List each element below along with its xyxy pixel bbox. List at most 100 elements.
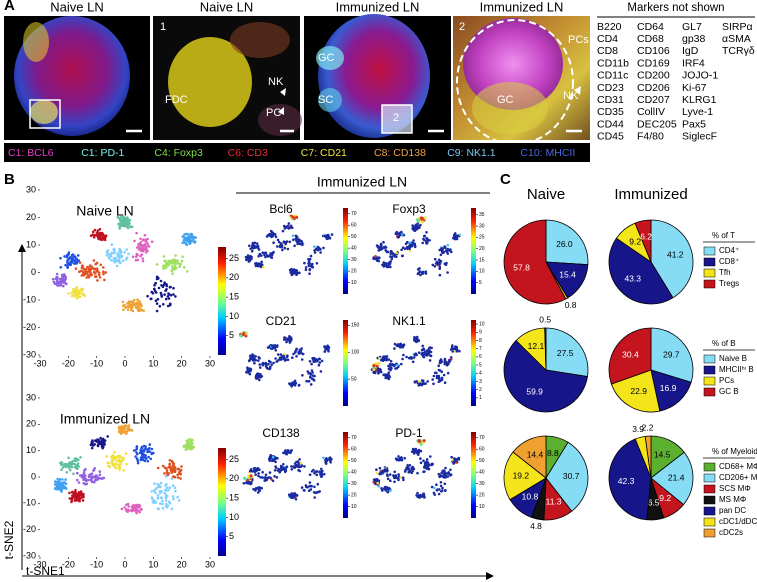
cell-point bbox=[283, 352, 286, 356]
cell-point bbox=[59, 256, 62, 260]
cell-point bbox=[416, 272, 420, 276]
germinal-center bbox=[316, 46, 344, 70]
cell-point bbox=[311, 265, 314, 269]
slice-label: 11.3 bbox=[546, 496, 562, 506]
cell-point bbox=[120, 215, 123, 219]
cell-point bbox=[115, 264, 119, 268]
hot-point bbox=[295, 215, 299, 219]
cell-point bbox=[453, 232, 457, 235]
cell-point bbox=[422, 237, 425, 241]
x-tick-label: -20 bbox=[62, 559, 75, 569]
cell-point bbox=[384, 375, 388, 378]
cell-point bbox=[415, 335, 419, 339]
cell-point bbox=[389, 260, 393, 263]
cell-point bbox=[93, 443, 96, 446]
cell-point bbox=[285, 337, 289, 341]
cell-point bbox=[140, 453, 144, 456]
cell-point bbox=[313, 251, 317, 254]
cell-point bbox=[246, 481, 250, 485]
colorbar-tick-label: 6 bbox=[479, 354, 482, 360]
cell-point bbox=[122, 469, 125, 472]
cell-point bbox=[291, 234, 295, 237]
cell-point bbox=[316, 248, 320, 252]
colorbar-tick-label: 25 bbox=[479, 235, 485, 241]
cell-point bbox=[309, 254, 313, 258]
cell-point bbox=[80, 475, 84, 479]
cell-point bbox=[94, 267, 98, 271]
cell-point bbox=[292, 382, 296, 386]
marker-title: Foxp3 bbox=[392, 202, 426, 216]
cell-point bbox=[400, 230, 403, 234]
colorbar-tick-label: 40 bbox=[351, 469, 357, 475]
cell-point bbox=[286, 354, 289, 358]
legend-title: % of B bbox=[712, 339, 736, 348]
cell-point bbox=[294, 234, 298, 238]
cell-point bbox=[400, 233, 404, 236]
cell-point bbox=[158, 502, 162, 505]
cell-point bbox=[287, 338, 291, 342]
cell-point bbox=[107, 252, 111, 256]
cell-point bbox=[382, 373, 386, 377]
cell-point bbox=[406, 464, 410, 467]
cell-point bbox=[394, 476, 398, 480]
cell-point bbox=[135, 446, 139, 449]
cell-point bbox=[56, 477, 59, 481]
marker-name: TCRγδ bbox=[722, 45, 755, 57]
cell-point bbox=[82, 274, 86, 277]
cell-point bbox=[150, 490, 153, 493]
cell-point bbox=[153, 284, 156, 287]
cell-point bbox=[174, 489, 177, 493]
cell-point bbox=[303, 465, 306, 468]
cell-point bbox=[92, 480, 96, 484]
cell-point bbox=[121, 217, 125, 221]
cell-point bbox=[140, 446, 144, 449]
cell-point bbox=[109, 259, 113, 262]
cell-point bbox=[406, 240, 409, 244]
cell-point bbox=[313, 374, 316, 378]
cell-point bbox=[144, 247, 147, 251]
cell-point bbox=[376, 481, 380, 485]
cell-point bbox=[254, 358, 257, 362]
cell-point bbox=[73, 491, 77, 495]
cell-point bbox=[439, 379, 442, 382]
cell-point bbox=[124, 432, 128, 436]
cell-point bbox=[257, 487, 260, 490]
cell-point bbox=[322, 246, 325, 250]
colorbar-tick-label: 30 bbox=[351, 257, 357, 263]
colorbar-tick-label: 10 bbox=[479, 321, 485, 327]
cell-point bbox=[161, 507, 165, 510]
cell-point bbox=[255, 242, 259, 245]
cell-point bbox=[433, 486, 436, 490]
cell-point bbox=[60, 461, 64, 464]
cell-point bbox=[393, 470, 397, 474]
cell-point bbox=[64, 487, 68, 490]
cell-point bbox=[456, 234, 460, 237]
colorbar-tick-label: 5 bbox=[229, 531, 234, 541]
cell-point bbox=[148, 443, 152, 446]
x-tick-label: -20 bbox=[62, 358, 75, 368]
cell-point bbox=[429, 455, 432, 458]
marker-name: gp38 bbox=[682, 33, 706, 45]
cell-point bbox=[144, 447, 147, 451]
cell-point bbox=[67, 466, 71, 470]
tissue bbox=[258, 104, 302, 136]
slice-label: 27.5 bbox=[557, 348, 574, 358]
slice-label: 30.7 bbox=[563, 471, 580, 481]
cell-point bbox=[119, 428, 123, 432]
cell-point bbox=[286, 358, 290, 362]
cell-point bbox=[256, 491, 260, 494]
pie-slice bbox=[610, 369, 661, 413]
cell-point bbox=[329, 458, 333, 461]
cell-point bbox=[169, 285, 172, 289]
colorbar-tick-label: 15 bbox=[229, 493, 239, 503]
section-title: Immunized LN bbox=[317, 174, 407, 190]
cell-point bbox=[161, 502, 164, 506]
colorbar-tick-label: 5 bbox=[479, 362, 482, 368]
y-tick-label: 20 bbox=[26, 212, 36, 222]
cell-point bbox=[274, 465, 277, 468]
pie-slice bbox=[545, 327, 589, 378]
cell-point bbox=[135, 457, 139, 461]
cell-point bbox=[413, 245, 417, 249]
cell-point bbox=[70, 498, 74, 502]
marker-title: CD138 bbox=[262, 426, 300, 440]
